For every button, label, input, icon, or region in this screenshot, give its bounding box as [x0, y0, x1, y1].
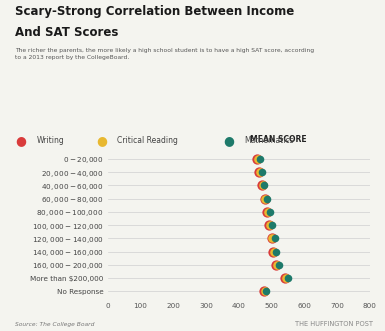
- Point: [269, 222, 275, 228]
- Point: [270, 249, 276, 254]
- Text: Mathematics: Mathematics: [244, 136, 294, 145]
- Text: ●: ●: [96, 134, 107, 147]
- Point: [255, 156, 261, 162]
- Point: [273, 249, 279, 254]
- Point: [276, 262, 282, 267]
- Text: ●: ●: [223, 134, 234, 147]
- Point: [259, 169, 265, 175]
- Text: Critical Reading: Critical Reading: [117, 136, 178, 145]
- Point: [285, 275, 291, 281]
- Text: Writing: Writing: [37, 136, 64, 145]
- Text: Source: The College Board: Source: The College Board: [15, 322, 95, 327]
- Point: [271, 249, 277, 254]
- Point: [269, 236, 275, 241]
- Text: And SAT Scores: And SAT Scores: [15, 26, 119, 39]
- Point: [259, 183, 265, 188]
- Point: [262, 196, 268, 201]
- Text: MEAN SCORE: MEAN SCORE: [249, 134, 306, 144]
- Point: [265, 209, 271, 214]
- Point: [282, 275, 288, 281]
- Point: [274, 262, 280, 267]
- Point: [261, 289, 267, 294]
- Point: [261, 289, 268, 294]
- Text: The richer the parents, the more likely a high school student is to have a high : The richer the parents, the more likely …: [15, 48, 315, 60]
- Point: [270, 236, 276, 241]
- Point: [257, 169, 263, 175]
- Point: [259, 183, 266, 188]
- Point: [254, 156, 260, 162]
- Point: [266, 222, 272, 228]
- Point: [267, 222, 273, 228]
- Text: Scary-Strong Correlation Between Income: Scary-Strong Correlation Between Income: [15, 5, 295, 18]
- Point: [267, 209, 273, 214]
- Point: [264, 209, 270, 214]
- Text: ●: ●: [15, 134, 26, 147]
- Point: [272, 236, 278, 241]
- Point: [261, 196, 268, 201]
- Point: [263, 289, 269, 294]
- Text: THE HUFFINGTON POST: THE HUFFINGTON POST: [295, 321, 373, 327]
- Point: [256, 169, 262, 175]
- Point: [261, 183, 267, 188]
- Point: [283, 275, 289, 281]
- Point: [257, 156, 263, 162]
- Point: [273, 262, 279, 267]
- Point: [264, 196, 270, 201]
